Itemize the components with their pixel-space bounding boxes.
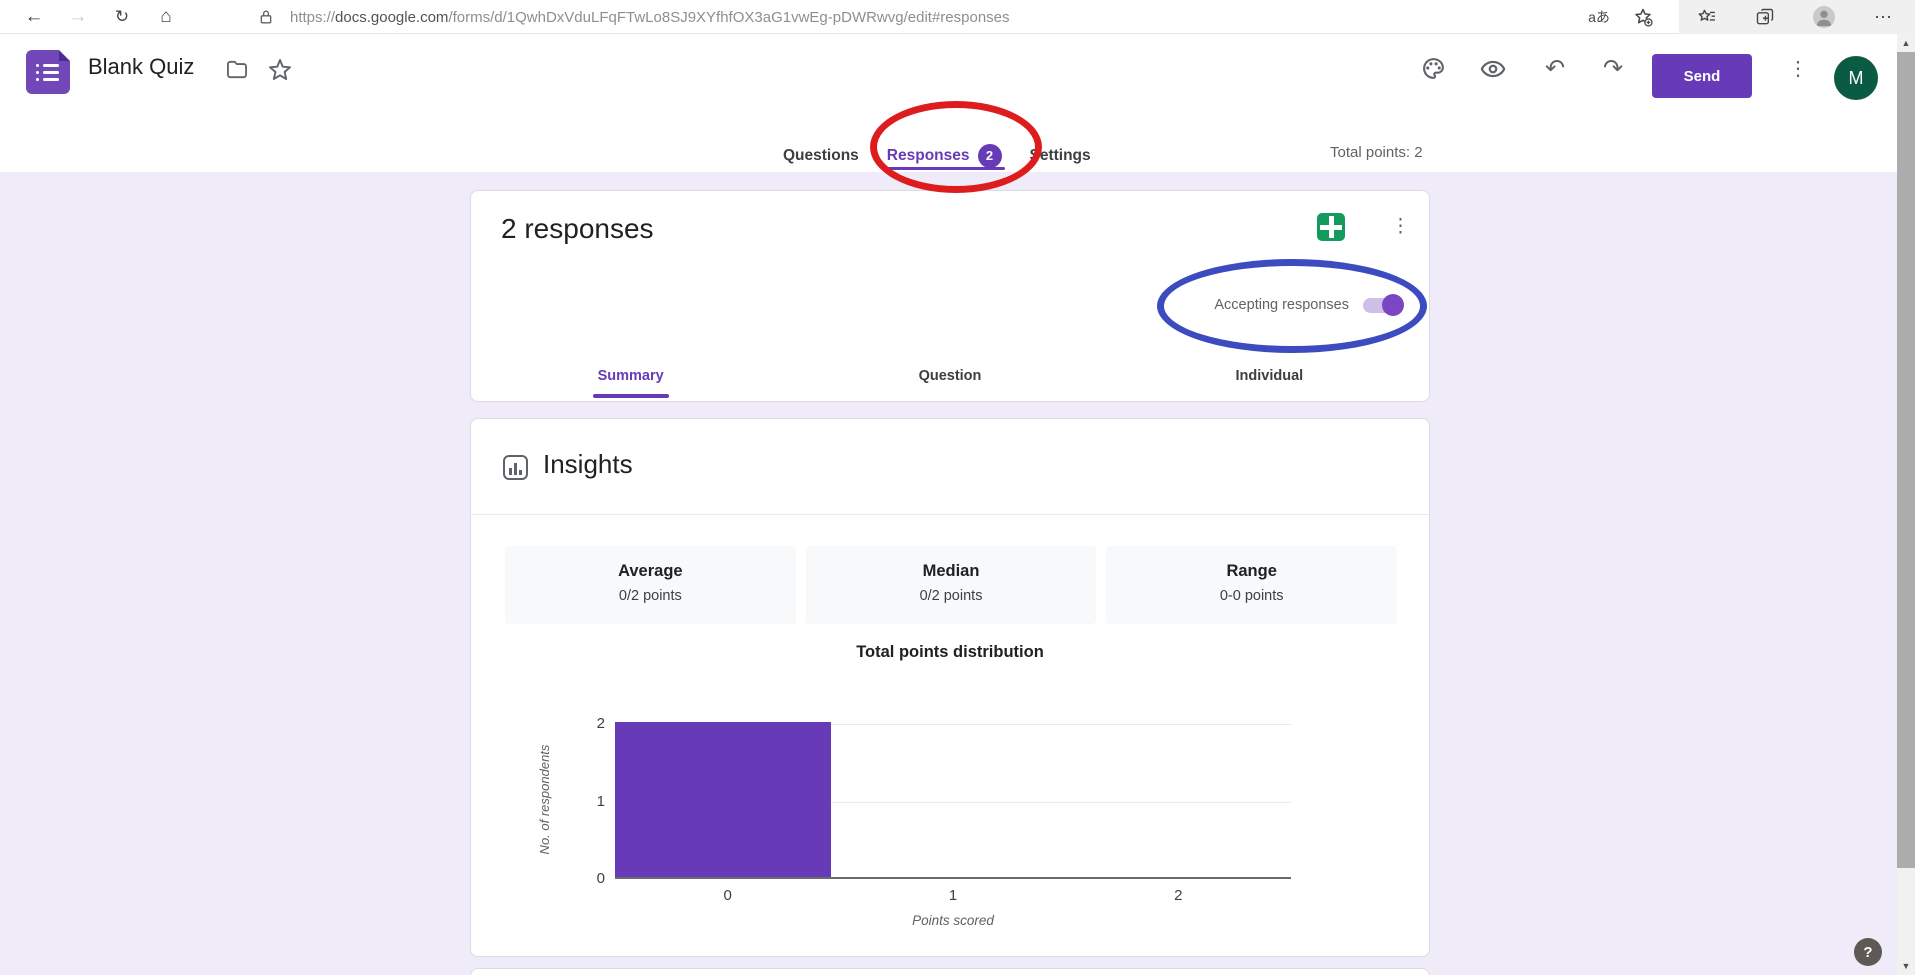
browser-avatar: [1813, 6, 1835, 28]
preview-eye-icon[interactable]: [1478, 56, 1508, 82]
responses-count-title: 2 responses: [501, 213, 654, 244]
responses-count-badge: 2: [977, 143, 1002, 168]
tab-questions[interactable]: Questions: [783, 146, 859, 164]
refresh-icon[interactable]: ↻: [114, 7, 130, 26]
translate-icon[interactable]: aあ: [1588, 9, 1610, 25]
link-to-sheets-icon[interactable]: [1317, 213, 1345, 241]
help-button[interactable]: ?: [1854, 938, 1882, 966]
tab-individual[interactable]: Individual: [1235, 368, 1304, 384]
favorites-bar-icon[interactable]: [1694, 0, 1720, 34]
back-icon[interactable]: ←: [24, 6, 44, 27]
scroll-thumb[interactable]: [1897, 52, 1915, 868]
accepting-responses-row: Accepting responses: [1214, 293, 1404, 317]
responses-card: 2 responses ⋮ Accepting responses Summar…: [470, 190, 1430, 402]
chart-y-ticks: 0 1 2: [575, 715, 605, 887]
tab-summary[interactable]: Summary: [471, 351, 790, 401]
y-tick-label: 1: [596, 792, 605, 810]
chart-title: Total points distribution: [856, 643, 1044, 661]
address-bar[interactable]: https://docs.google.com/forms/d/1QwhDxVd…: [290, 0, 1010, 34]
x-tick-label: 0: [723, 887, 732, 904]
document-title[interactable]: Blank Quiz: [88, 54, 195, 79]
home-icon[interactable]: ⌂: [160, 6, 172, 27]
chart-bar: [615, 722, 832, 877]
chart-x-axis-title: Points scored: [912, 913, 994, 928]
move-folder-icon[interactable]: [224, 60, 250, 79]
theme-palette-icon[interactable]: [1418, 56, 1448, 81]
tab-settings[interactable]: Settings: [1029, 146, 1091, 164]
chart-plot: [615, 722, 1291, 879]
undo-icon[interactable]: ↶: [1544, 55, 1566, 82]
header-more-icon[interactable]: ⋮: [1788, 58, 1808, 80]
forms-logo-icon[interactable]: [26, 50, 70, 94]
gridline: [615, 801, 1291, 803]
stat-median: Median 0/2 points: [805, 546, 1097, 624]
stat-range: Range 0-0 points: [1106, 546, 1398, 624]
accepting-responses-label: Accepting responses: [1214, 297, 1349, 313]
browser-settings-icon[interactable]: ⋯: [1874, 6, 1892, 27]
forward-icon[interactable]: →: [68, 6, 88, 27]
tab-responses[interactable]: Responses 2: [883, 134, 1005, 170]
account-avatar[interactable]: M: [1834, 56, 1878, 100]
scrollbar[interactable]: ▲ ▼: [1897, 34, 1915, 975]
chart-x-ticks: 0 1 2: [615, 887, 1291, 905]
browser-toolbar: ← → ↻ ⌂ https://docs.google.com/forms/d/…: [0, 0, 1915, 34]
url-path: /forms/d/1QwhDxVduLFqFTwLo8SJ9XYfhfOX3aG…: [448, 8, 1010, 26]
gridline: [615, 724, 1291, 725]
collections-icon[interactable]: [1752, 0, 1778, 34]
divider: [471, 514, 1429, 515]
redo-icon[interactable]: ↷: [1602, 55, 1624, 82]
tab-question[interactable]: Question: [918, 368, 982, 384]
add-favorite-icon[interactable]: [1630, 0, 1656, 34]
response-view-tabs: Summary Question Individual: [471, 351, 1429, 401]
x-tick-label: 2: [1174, 887, 1183, 904]
responses-more-icon[interactable]: ⋮: [1391, 216, 1410, 237]
url-scheme: https://: [290, 8, 336, 26]
scroll-up-arrow[interactable]: ▲: [1901, 38, 1911, 48]
scroll-down-arrow[interactable]: ▼: [1901, 961, 1911, 971]
chart-y-axis-title: No. of respondents: [537, 744, 552, 855]
y-tick-label: 0: [596, 870, 605, 887]
x-tick-label: 1: [948, 887, 958, 904]
chart: No. of respondents 0 1 2 0 1 2 Points scored: [471, 685, 1431, 935]
insights-card: Insights Average 0/2 points Median 0/2 p…: [470, 418, 1430, 957]
insights-title: Insights: [543, 449, 633, 479]
next-card-edge: [470, 968, 1430, 975]
toggle-thumb: [1382, 294, 1404, 316]
star-icon[interactable]: [266, 58, 294, 82]
forms-header: Blank Quiz ↶ ↷ Send ⋮ M Questions Respon…: [0, 34, 1915, 172]
browser-right-panel: [1679, 0, 1915, 34]
url-domain: docs.google.com: [335, 8, 449, 26]
stats-row: Average 0/2 points Median 0/2 points Ran…: [505, 546, 1398, 624]
insights-chart-icon: [503, 455, 528, 480]
browser-profile-icon[interactable]: [1810, 0, 1838, 34]
total-points-label: Total points: 2: [1330, 144, 1423, 161]
accepting-responses-toggle[interactable]: [1363, 294, 1404, 316]
main-tabs: Questions Responses 2 Settings: [783, 134, 1091, 170]
send-button[interactable]: Send: [1652, 54, 1752, 98]
stat-average: Average 0/2 points: [505, 546, 796, 624]
y-tick-label: 2: [596, 715, 605, 732]
lock-icon[interactable]: [256, 0, 276, 34]
